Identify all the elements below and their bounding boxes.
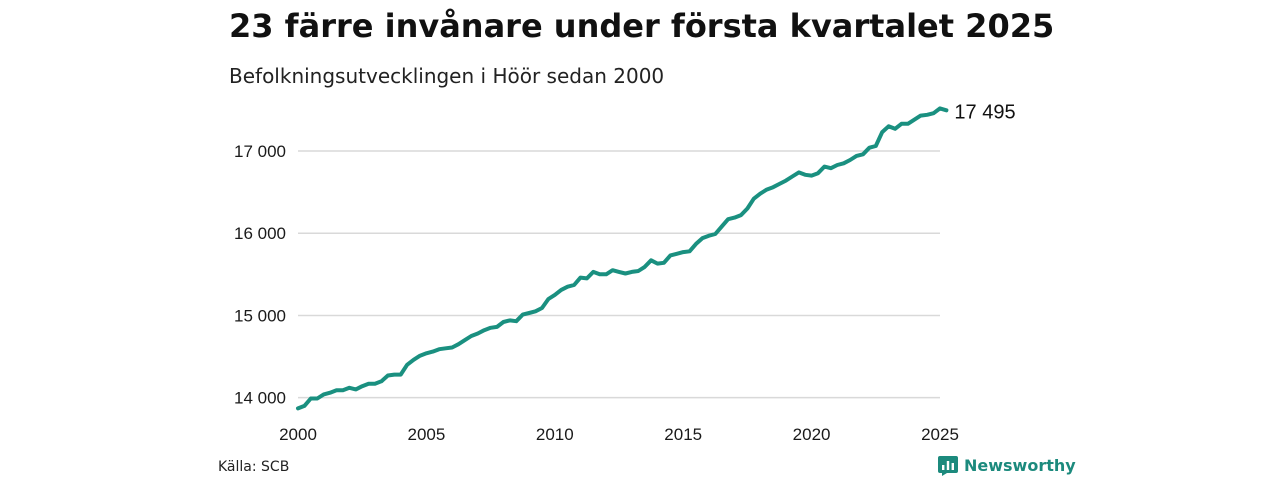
series-line xyxy=(296,106,949,411)
bar-chart-logo-icon xyxy=(938,456,958,476)
end-value-label: 17 495 xyxy=(954,101,1015,123)
x-tick-label: 2020 xyxy=(793,425,831,444)
x-tick-label: 2025 xyxy=(921,425,959,444)
x-tick-label: 2010 xyxy=(536,425,574,444)
brand-logo: Newsworthy xyxy=(938,455,1076,477)
series-layer xyxy=(296,106,949,411)
end-label-layer: 17 495 xyxy=(954,101,1015,123)
x-tick-label: 2000 xyxy=(279,425,317,444)
chart-subtitle: Befolkningsutvecklingen i Höör sedan 200… xyxy=(229,64,665,88)
y-axis-ticks: 14 000 15 000 16 000 17 000 xyxy=(234,142,286,408)
source-note: Källa: SCB xyxy=(218,459,290,475)
x-tick-label: 2005 xyxy=(407,425,445,444)
x-tick-label: 2015 xyxy=(664,425,702,444)
chart-title: 23 färre invånare under första kvartalet… xyxy=(229,7,1055,45)
y-tick-label: 15 000 xyxy=(234,306,286,325)
y-tick-label: 14 000 xyxy=(234,389,286,408)
y-tick-label: 16 000 xyxy=(234,224,286,243)
x-axis-ticks: 2000 2005 2010 2015 2020 2025 xyxy=(279,425,959,444)
brand-name: Newsworthy xyxy=(964,456,1076,475)
gridlines xyxy=(298,150,940,399)
y-tick-label: 17 000 xyxy=(234,142,286,161)
